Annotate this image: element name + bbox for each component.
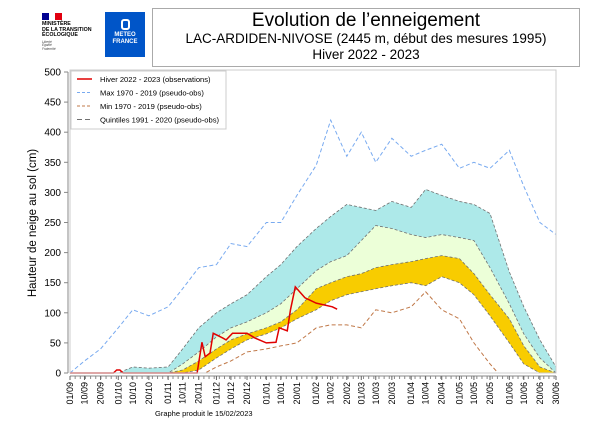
min-line [70, 290, 556, 374]
x-tick-label: 01/12 [211, 382, 221, 405]
x-tick-label: 30/06 [551, 382, 561, 405]
x-tick-label: 10/12 [226, 382, 236, 405]
ministry-line: ÉCOLOGIQUE [42, 32, 78, 39]
x-tick-label: 10/04 [421, 382, 431, 405]
quintile-line-q80 [70, 188, 557, 374]
max-line [69, 118, 557, 374]
x-tick-label: 10/09 [79, 382, 89, 405]
meteo-france-icon [120, 19, 130, 30]
x-tick-label: 10/03 [371, 382, 381, 405]
logo-text: METEO [114, 32, 136, 38]
x-tick-label: 01/04 [406, 382, 416, 405]
legend-entry: Quintiles 1991 - 2020 (pseudo-obs) [100, 116, 220, 125]
y-tick-label: 200 [44, 248, 61, 259]
legend-box [70, 70, 227, 130]
x-tick-label: 20/02 [342, 382, 352, 405]
motto-line: Fraternité [42, 46, 56, 51]
y-tick-label: 300 [44, 188, 61, 199]
legend-entry: Max 1970 - 2019 (pseudo-obs) [100, 89, 204, 98]
chart-subtitle: LAC-ARDIDEN-NIVOSE (2445 m, début des me… [185, 31, 547, 46]
french-flag-icon [42, 13, 63, 20]
y-tick-label: 250 [44, 218, 61, 229]
x-tick-label: 20/11 [194, 382, 204, 404]
x-tick-label: 20/05 [485, 382, 495, 405]
x-tick-label: 20/03 [387, 382, 397, 405]
x-tick-label: 20/01 [292, 382, 302, 405]
plot-frame [69, 69, 557, 374]
x-tick-label: 20/06 [535, 382, 545, 405]
meteo-france-logo: METEO FRANCE [105, 12, 145, 57]
y-tick-label: 50 [50, 338, 62, 349]
x-tick-label: 10/05 [469, 382, 479, 405]
x-tick-label: 01/03 [356, 382, 366, 405]
y-axis-label: Hauteur de neige au sol (cm) [27, 149, 39, 297]
x-tick-label: 01/02 [311, 382, 321, 405]
season-label: Hiver 2022 - 2023 [312, 47, 420, 62]
y-tick-label: 450 [44, 98, 61, 109]
band-q60-q80 [70, 189, 556, 373]
legend: Hiver 2022 - 2023 (observations) Max 1970… [70, 70, 227, 130]
motto-line: Liberté [42, 39, 52, 44]
x-tick-label: 10/11 [178, 382, 188, 404]
x-tick-label: 01/05 [454, 382, 464, 405]
motto-line: Égalité [42, 43, 52, 48]
x-tick-label: 10/06 [519, 382, 529, 405]
x-tick-label: 10/02 [326, 382, 336, 405]
x-tick-label: 01/10 [113, 382, 123, 405]
y-tick-label: 100 [44, 308, 61, 319]
x-tick-label: 20/09 [96, 382, 106, 405]
legend-entry: Min 1970 - 2019 (pseudo-obs) [100, 102, 202, 111]
x-tick-label: 01/11 [163, 382, 173, 404]
x-tick-label: 20/10 [144, 382, 154, 405]
legend-entry: Hiver 2022 - 2023 (observations) [100, 75, 211, 84]
quintile-line-q60 [70, 225, 557, 374]
title-box: Evolution de l’enneigement LAC-ARDIDEN-N… [152, 8, 580, 67]
ministry-logo: MINISTÈRE DE LA TRANSITION ÉCOLOGIQUE Libe… [42, 13, 102, 52]
y-tick-label: 350 [44, 158, 61, 169]
x-tick-label: 01/06 [504, 382, 514, 405]
x-tick-label: 20/04 [437, 382, 447, 405]
x-tick-label: 10/01 [276, 382, 286, 405]
y-tick-label: 400 [44, 128, 61, 139]
y-tick-label: 150 [44, 278, 61, 289]
x-tick-label: 20/12 [242, 382, 252, 405]
y-tick-label: 0 [55, 369, 61, 380]
logo-text: FRANCE [112, 38, 138, 45]
ministry-line: DE LA TRANSITION [42, 26, 92, 33]
quintile-line-q40 [70, 255, 557, 374]
x-tick-label: 01/09 [65, 382, 75, 405]
x-tick-label: 10/10 [128, 382, 138, 405]
ministry-line: MINISTÈRE [42, 21, 71, 27]
y-tick-label: 500 [44, 68, 61, 79]
footer-note: Graphe produit le 15/02/2023 [155, 409, 253, 418]
chart-title: Evolution de l’enneigement [251, 10, 481, 31]
x-tick-label: 01/01 [261, 382, 271, 405]
